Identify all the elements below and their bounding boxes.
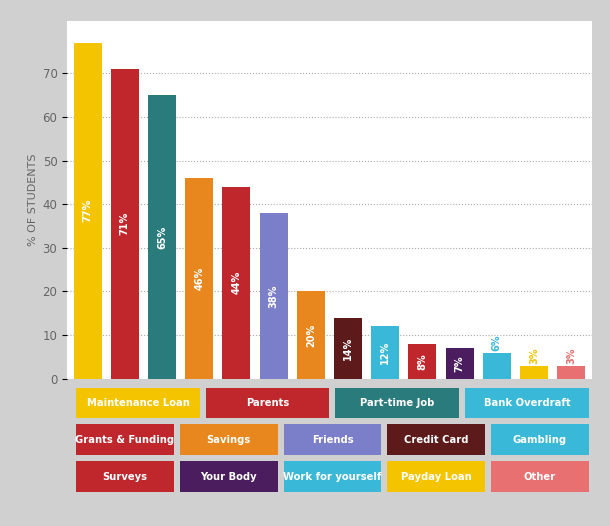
Text: Savings: Savings: [207, 434, 251, 445]
Text: 38%: 38%: [268, 284, 279, 308]
Bar: [297, 291, 325, 379]
Y-axis label: % OF STUDENTS: % OF STUDENTS: [28, 154, 38, 246]
Text: 14%: 14%: [343, 337, 353, 360]
Bar: [483, 352, 511, 379]
Text: 71%: 71%: [120, 213, 130, 236]
Bar: [520, 366, 548, 379]
Text: Grants & Funding: Grants & Funding: [76, 434, 174, 445]
Bar: [74, 43, 101, 379]
Text: 44%: 44%: [231, 271, 242, 295]
Bar: [371, 326, 399, 379]
Bar: [260, 213, 287, 379]
Text: Other: Other: [524, 471, 556, 482]
Text: Surveys: Surveys: [102, 471, 148, 482]
Text: Parents: Parents: [246, 398, 289, 408]
Text: Friends: Friends: [312, 434, 353, 445]
Bar: [223, 187, 250, 379]
Text: 65%: 65%: [157, 225, 167, 249]
Text: 46%: 46%: [194, 267, 204, 290]
Text: 6%: 6%: [492, 335, 502, 351]
Bar: [446, 348, 473, 379]
Text: Work for yourself: Work for yourself: [283, 471, 382, 482]
Text: 20%: 20%: [306, 323, 316, 347]
Bar: [558, 366, 585, 379]
Text: 77%: 77%: [82, 199, 93, 222]
Text: Maintenance Loan: Maintenance Loan: [87, 398, 190, 408]
Text: 12%: 12%: [380, 341, 390, 364]
Bar: [334, 318, 362, 379]
Text: Part-time Job: Part-time Job: [360, 398, 434, 408]
Text: Credit Card: Credit Card: [404, 434, 468, 445]
Text: 7%: 7%: [454, 355, 465, 372]
Text: Bank Overdraft: Bank Overdraft: [484, 398, 570, 408]
Bar: [409, 344, 436, 379]
Text: 8%: 8%: [417, 353, 428, 370]
Bar: [111, 69, 138, 379]
Text: Your Body: Your Body: [201, 471, 257, 482]
Text: 3%: 3%: [529, 347, 539, 364]
Text: Payday Loan: Payday Loan: [401, 471, 472, 482]
Text: Gambling: Gambling: [513, 434, 567, 445]
Bar: [185, 178, 213, 379]
Bar: [148, 95, 176, 379]
Text: 3%: 3%: [566, 347, 576, 364]
